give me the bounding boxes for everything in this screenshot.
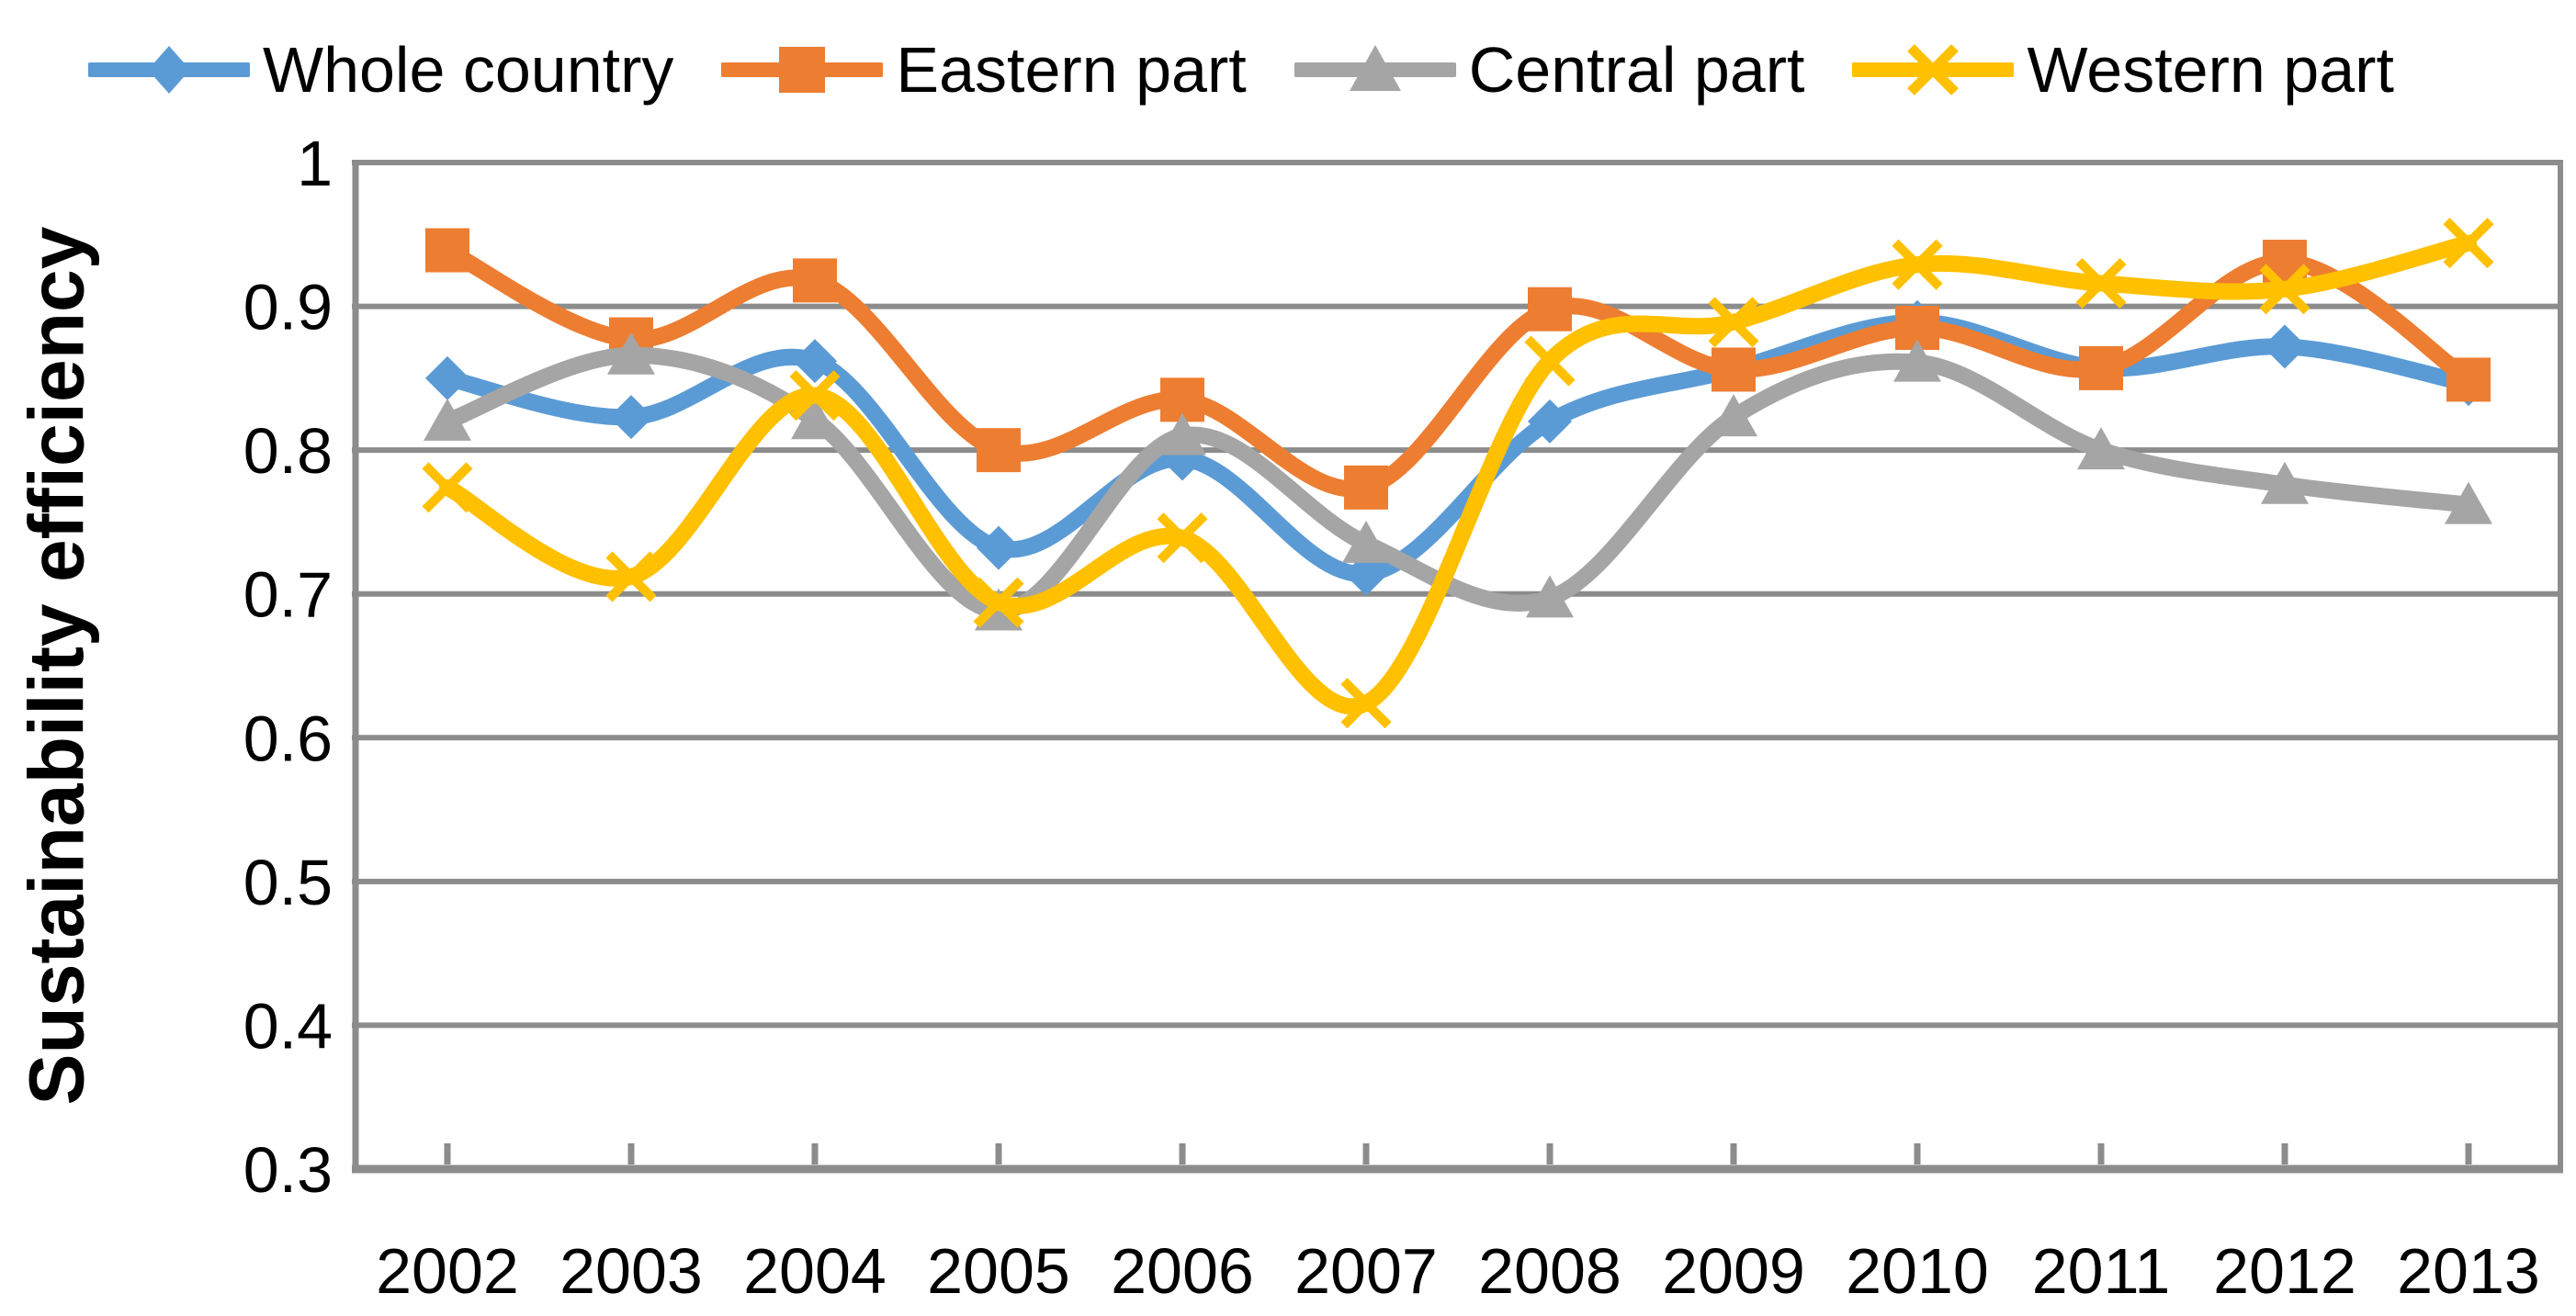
x-tick-label: 2002 <box>376 1235 519 1307</box>
x-tick-label: 2007 <box>1294 1235 1438 1307</box>
marker-x-western-part <box>605 551 657 602</box>
marker-x-western-part <box>422 462 473 513</box>
marker-diamond-whole-country <box>977 525 1021 570</box>
marker-x-western-part <box>2259 264 2310 315</box>
diamond-series-marker-icon <box>88 46 250 94</box>
marker-diamond-whole-country <box>2263 324 2307 369</box>
legend-marker-shape <box>148 46 190 94</box>
marker-diamond-whole-country <box>425 355 469 400</box>
legend-item-central-part: Central part <box>1294 18 1805 121</box>
marker-x-western-part <box>1157 512 1208 564</box>
square-series-marker-icon <box>721 47 884 93</box>
marker-triangle-central-part <box>1158 412 1206 456</box>
y-tick-label: 0.8 <box>243 415 333 487</box>
marker-square-eastern-part <box>1528 287 1572 332</box>
marker-diamond-whole-country <box>609 395 653 440</box>
y-tick-label: 0.3 <box>243 1134 333 1206</box>
marker-triangle-central-part <box>2077 427 2125 470</box>
legend-marker-shape <box>779 47 826 93</box>
marker-x-western-part <box>1524 335 1576 387</box>
marker-triangle-central-part <box>424 398 471 441</box>
marker-square-eastern-part <box>425 228 469 273</box>
legend-item-western-part: Western part <box>1852 18 2394 121</box>
marker-x-western-part <box>2075 257 2127 309</box>
y-tick-label: 0.4 <box>243 990 333 1062</box>
x-tick-label: 2011 <box>2032 1235 2171 1307</box>
x-tick-label: 2005 <box>927 1235 1070 1307</box>
marker-square-eastern-part <box>1712 347 1756 392</box>
x-tick-label: 2013 <box>2397 1235 2540 1307</box>
triangle-series-marker-icon <box>1294 45 1456 91</box>
marker-diamond-whole-country <box>793 339 837 384</box>
legend-item-label: Central part <box>1468 34 1805 106</box>
x-tick-label: 2004 <box>743 1235 887 1307</box>
x-tick-label: 2010 <box>1846 1235 1989 1307</box>
y-tick-label: 0.7 <box>243 559 333 631</box>
marker-triangle-central-part <box>1710 394 1757 437</box>
x-tick-label: 2012 <box>2213 1235 2356 1307</box>
marker-triangle-central-part <box>791 397 839 440</box>
y-tick-label: 0.9 <box>243 272 333 343</box>
x-tick-label: 2003 <box>559 1235 703 1307</box>
marker-square-eastern-part <box>793 258 837 303</box>
y-tick-label: 0.5 <box>243 847 333 918</box>
marker-x-western-part <box>1340 678 1392 729</box>
legend: Whole country Eastern part Central part Wes… <box>0 0 2394 140</box>
legend-item-eastern-part: Eastern part <box>721 18 1247 121</box>
marker-x-western-part <box>973 577 1024 628</box>
x-tick-label: 2009 <box>1662 1235 1805 1307</box>
x-series-marker-icon <box>1852 44 2015 96</box>
y-tick-label: 1 <box>297 128 333 199</box>
marker-triangle-central-part <box>1893 339 1941 382</box>
marker-x-western-part <box>1708 297 1759 348</box>
marker-square-eastern-part <box>2446 357 2491 402</box>
marker-triangle-central-part <box>2261 461 2309 504</box>
marker-x-western-part <box>1892 239 1943 290</box>
marker-square-eastern-part <box>977 428 1021 473</box>
marker-x-western-part <box>789 370 841 422</box>
marker-triangle-central-part <box>1526 575 1574 618</box>
marker-square-eastern-part <box>2079 345 2123 390</box>
marker-x-western-part <box>2443 218 2494 269</box>
legend-item-label: Eastern part <box>896 34 1247 106</box>
x-tick-label: 2006 <box>1111 1235 1254 1307</box>
marker-square-eastern-part <box>1344 465 1388 510</box>
y-tick-label: 0.6 <box>243 703 333 774</box>
marker-diamond-whole-country <box>1528 399 1572 444</box>
legend-item-whole-country: Whole country <box>88 18 673 121</box>
marker-triangle-central-part <box>607 332 655 375</box>
legend-item-label: Western part <box>2027 34 2394 106</box>
legend-marker-shape <box>1907 44 1960 96</box>
marker-triangle-central-part <box>2445 481 2492 524</box>
legend-item-label: Whole country <box>263 34 674 106</box>
x-tick-label: 2008 <box>1478 1235 1621 1307</box>
legend-marker-shape <box>1349 45 1401 91</box>
marker-triangle-central-part <box>1342 520 1390 563</box>
